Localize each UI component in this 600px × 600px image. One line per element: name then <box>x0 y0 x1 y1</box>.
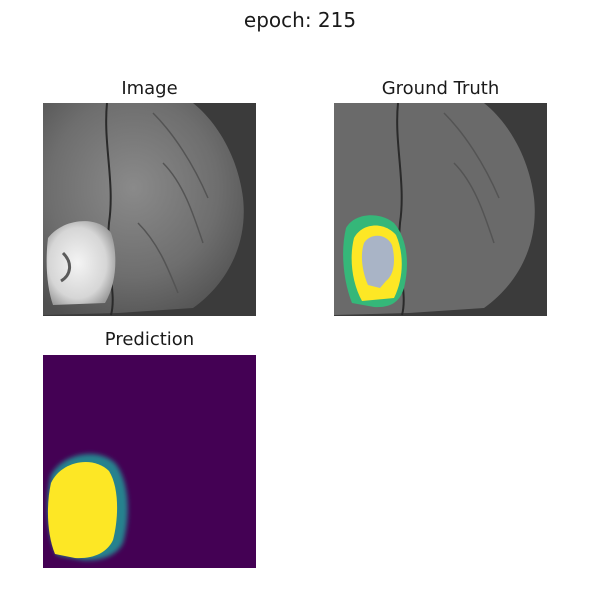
prediction-svg <box>43 355 256 568</box>
brain-midline <box>105 103 114 316</box>
ground-truth-panel <box>334 103 547 316</box>
gt-necrotic-region <box>361 235 394 288</box>
mri-image-panel <box>43 103 256 316</box>
panel-title-prediction: Prediction <box>104 329 195 350</box>
figure-suptitle: epoch: 215 <box>243 8 357 32</box>
mri-image-svg <box>43 103 256 316</box>
panel-title-ground-truth: Ground Truth <box>381 78 500 99</box>
prediction-tumor-region <box>47 461 118 559</box>
ground-truth-svg <box>334 103 547 316</box>
prediction-panel <box>43 355 256 568</box>
panel-title-image: Image <box>121 78 178 99</box>
lesion-bright-region <box>46 221 116 305</box>
